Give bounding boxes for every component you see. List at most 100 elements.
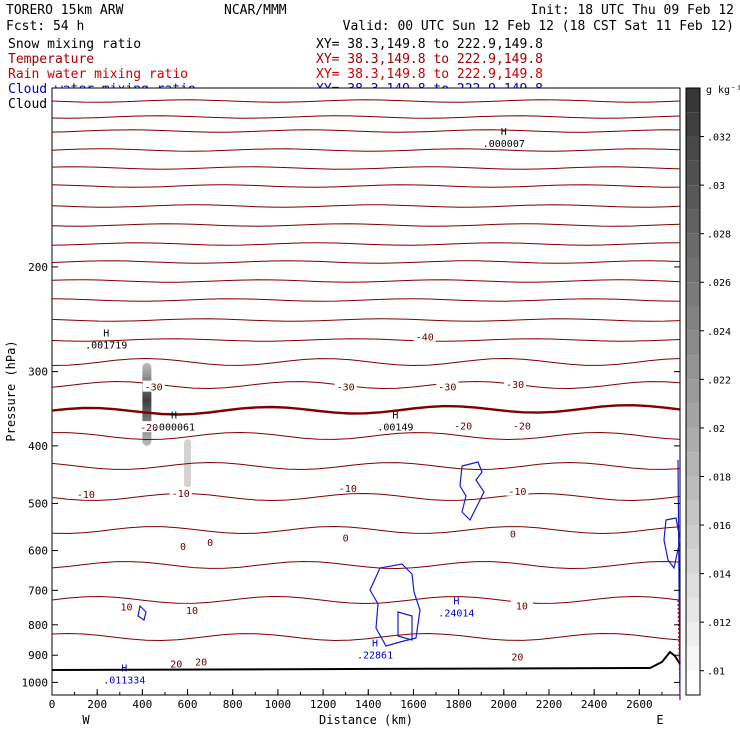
field-name: Snow mixing ratio (8, 37, 141, 52)
model-title: TORERO 15km ARW (6, 3, 124, 18)
temperature-contour (51, 560, 681, 570)
contour-label: -30 (145, 383, 163, 394)
temperature-contour (51, 204, 681, 208)
contour-label: 0 (207, 538, 213, 549)
temperature-contour (51, 184, 681, 188)
contour-label: 0 (343, 534, 349, 545)
colorbar-segment (686, 112, 700, 137)
temperature-contour (51, 338, 681, 342)
terrain-surface (51, 650, 681, 671)
colorbar-segment (686, 282, 700, 307)
extremum-marker: H (392, 411, 398, 422)
extremum-value: .000061 (153, 423, 195, 434)
colorbar-segment (686, 355, 700, 380)
colorbar-segment (686, 500, 700, 526)
colorbar-segment (686, 403, 700, 428)
colorbar-segment (686, 257, 700, 283)
colorbar-tick-label: .024 (707, 327, 731, 338)
extremum-value: .011334 (103, 675, 145, 686)
contour-label-bg (506, 484, 529, 496)
field-name: Rain water mixing ratio (8, 67, 188, 82)
temperature-contour (52, 431, 681, 441)
temperature-contours: -40 -30 -30 -30 -30 -20 -20 -20 -10 -10 -10 -10 0 0 0 0… (51, 99, 681, 671)
contour-label-bg (172, 539, 195, 551)
temperature-contour (51, 525, 681, 535)
extremum-value: .001719 (85, 341, 127, 352)
y-axis-label: Pressure (hPa) (4, 340, 18, 441)
terrain-line (51, 599, 681, 701)
y-tick-label: 600 (28, 545, 48, 558)
colorbar-segment (686, 476, 700, 501)
y-tick-label: 900 (28, 649, 48, 662)
x-tick-label: 400 (132, 698, 152, 711)
contour-label: 10 (186, 606, 198, 617)
extremum-value: .000007 (483, 139, 525, 150)
temperature-contour (51, 99, 681, 103)
contour-label: -20 (140, 423, 158, 434)
colorbar-segment (686, 185, 700, 210)
contour-label: -10 (77, 490, 95, 501)
forecast-hour: Fcst: 54 h (6, 19, 84, 34)
extremum-marker: H (171, 411, 177, 422)
contour-label-bg (115, 600, 138, 612)
temperature-contour (51, 166, 681, 170)
colorbar-tick-label: .01 (707, 667, 725, 678)
contour-label-bg (452, 419, 475, 431)
contour-label-bg (413, 330, 436, 342)
y-tick-label: 200 (28, 261, 48, 274)
x-tick-label: 1000 (265, 698, 292, 711)
contour-label: 20 (170, 660, 182, 671)
contour-label-bg (506, 650, 529, 662)
contour-label: 0 (510, 530, 516, 541)
cloud-water-contour (369, 563, 421, 647)
contour-label: 20 (195, 657, 207, 668)
temperature-contour (51, 115, 681, 119)
colorbar-segment (686, 160, 700, 186)
x-tick-label: 200 (87, 698, 107, 711)
colorbar-segment (686, 209, 700, 234)
colorbar-segment (686, 573, 700, 598)
cloud-water-contour (663, 517, 681, 570)
field-name: Temperature (8, 52, 94, 67)
contour-label-bg (190, 655, 213, 667)
colorbar-tick-label: .014 (707, 570, 731, 581)
contour-label-bg (510, 599, 533, 611)
colorbar-segment (686, 233, 700, 258)
temperature-contour (51, 595, 681, 605)
contour-label: -30 (506, 380, 524, 391)
cloud-water-contour (137, 604, 147, 621)
contour-label-bg (501, 527, 524, 539)
colorbar-frame (685, 87, 701, 696)
field-xy: XY= 38.3,149.8 to 222.9,149.8 (316, 52, 543, 67)
field-xy: XY= 38.3,149.8 to 222.9,149.8 (316, 67, 543, 82)
x-tick-label: 1200 (310, 698, 337, 711)
x-tick-label: 600 (178, 698, 198, 711)
temperature-contour (51, 279, 681, 283)
y-tick-label: 800 (28, 619, 48, 632)
colorbar-tick-label: .02 (707, 424, 725, 435)
colorbar-segment (686, 379, 700, 404)
contour-label-bg (138, 421, 161, 433)
contour-label: -30 (337, 383, 355, 394)
temperature-contour (51, 357, 681, 367)
colorbar: .01 .012 .014 .016 .018 .02 .022 .024 .026 .028 .0… (685, 87, 731, 696)
contour-label-bg (74, 488, 97, 500)
x-tick-label: 1800 (445, 698, 472, 711)
temperature-contour (51, 148, 681, 152)
x-axis-label: Distance (km) (319, 713, 413, 727)
x-tick-label: 2600 (626, 698, 653, 711)
init-time: Init: 18 UTC Thu 09 Feb 12 (531, 3, 735, 18)
contour-label: -10 (172, 489, 190, 500)
temperature-contour (51, 298, 681, 302)
extremum-marker: H (103, 329, 109, 340)
temperature-contour (51, 632, 681, 642)
colorbar-tick-label: .022 (707, 375, 731, 386)
x-tick-label: 1600 (400, 698, 427, 711)
colorbar-tick-label: .03 (707, 181, 725, 192)
y-tick-label: 500 (28, 497, 48, 510)
x-tick-label: 800 (223, 698, 243, 711)
colorbar-tick-label: .018 (707, 472, 731, 483)
x-tick-label: 0 (49, 698, 56, 711)
contour-label-bg (169, 486, 192, 498)
colorbar-tick-label: .026 (707, 278, 731, 289)
